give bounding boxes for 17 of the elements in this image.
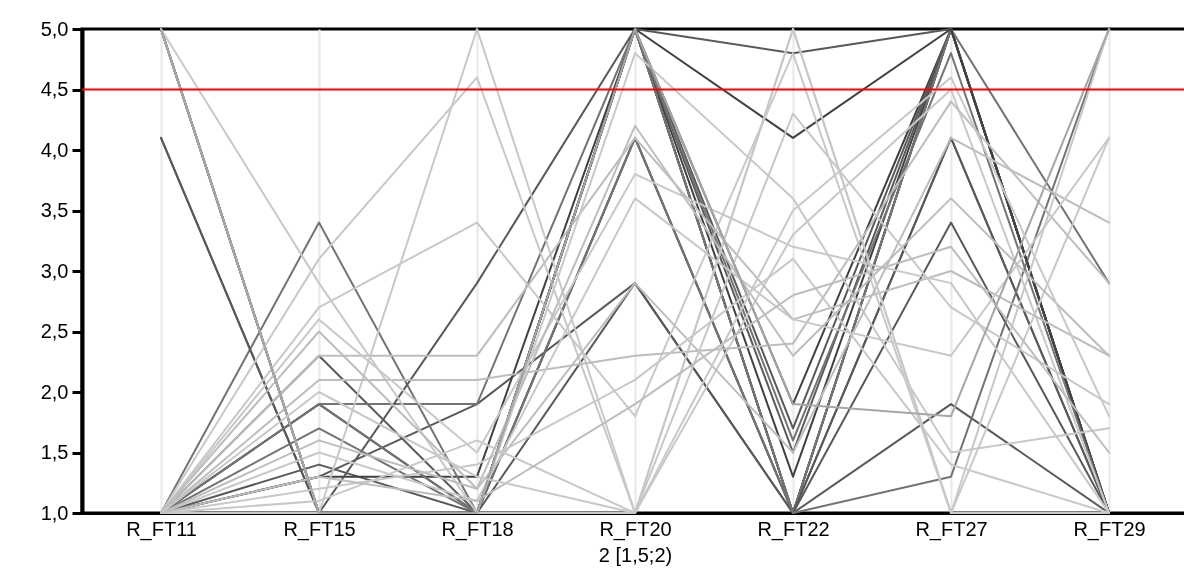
- y-tick-label: 5,0: [40, 17, 69, 40]
- y-tick-label: 1,5: [40, 441, 69, 463]
- x-tick-label: R_FT22: [757, 517, 830, 541]
- y-tick-label: 1,0: [40, 501, 69, 524]
- y-tick-label: 4,0: [40, 138, 69, 161]
- x-axis-title: 2 [1,5;2): [598, 543, 673, 566]
- x-tick-label: R_FT18: [441, 517, 514, 541]
- x-tick-label: R_FT11: [126, 517, 197, 541]
- x-tick-label: R_FT27: [915, 517, 988, 541]
- y-tick-label: 2,5: [40, 320, 69, 342]
- x-tick-label: R_FT29: [1073, 517, 1146, 541]
- y-tick-label: 3,5: [40, 199, 69, 221]
- y-tick-label: 2,0: [40, 380, 69, 403]
- x-tick-label: R_FT15: [283, 517, 356, 541]
- y-tick-label: 3,0: [40, 259, 69, 282]
- y-tick-label: 4,5: [40, 78, 69, 100]
- x-tick-label: R_FT20: [599, 517, 672, 541]
